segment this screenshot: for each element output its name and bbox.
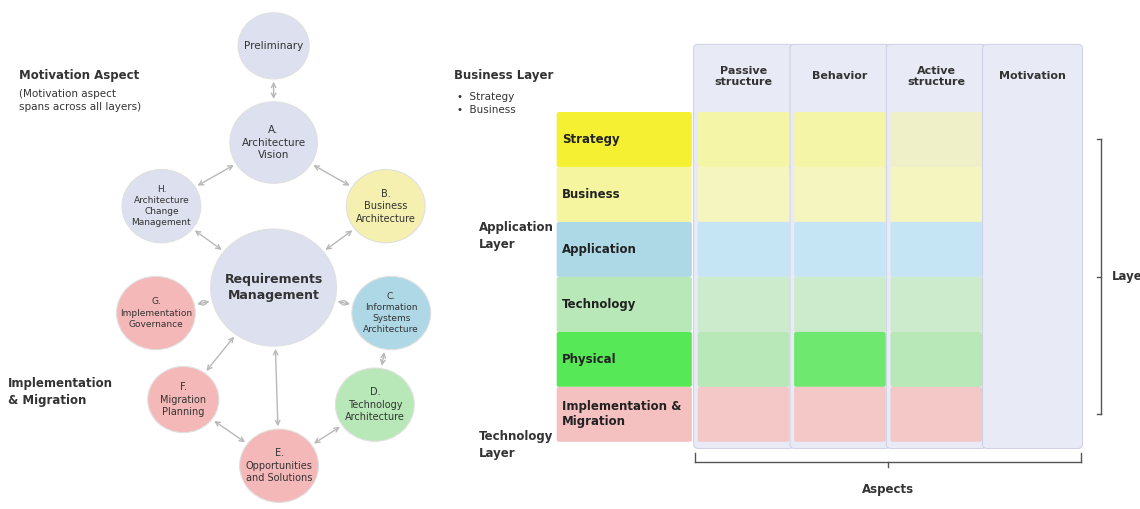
Circle shape [211,229,336,346]
FancyBboxPatch shape [698,222,789,277]
Circle shape [239,429,318,502]
Text: F.
Migration
Planning: F. Migration Planning [161,382,206,417]
Text: Technology: Technology [562,298,636,311]
Text: Aspects: Aspects [862,483,914,496]
FancyBboxPatch shape [556,222,692,277]
FancyBboxPatch shape [556,387,692,442]
FancyBboxPatch shape [795,332,886,387]
FancyBboxPatch shape [556,277,692,332]
Text: Physical: Physical [562,353,617,366]
Text: Implementation
& Migration: Implementation & Migration [8,377,113,407]
Text: H.
Architecture
Change
Management: H. Architecture Change Management [131,185,192,228]
Circle shape [335,368,414,441]
Text: Active
structure: Active structure [907,66,966,87]
FancyBboxPatch shape [698,387,789,442]
FancyBboxPatch shape [556,112,692,167]
Circle shape [347,169,425,243]
FancyBboxPatch shape [987,277,1078,332]
Text: Requirements
Management: Requirements Management [225,273,323,302]
FancyBboxPatch shape [693,44,793,448]
FancyBboxPatch shape [890,332,982,387]
FancyBboxPatch shape [795,222,886,277]
Text: G.
Implementation
Governance: G. Implementation Governance [120,297,192,329]
Text: Implementation &
Migration: Implementation & Migration [562,400,682,429]
FancyBboxPatch shape [790,44,890,448]
Text: Motivation: Motivation [999,71,1066,81]
Text: Preliminary: Preliminary [244,41,303,51]
FancyBboxPatch shape [890,277,982,332]
FancyBboxPatch shape [795,277,886,332]
FancyBboxPatch shape [698,277,789,332]
Text: Motivation Aspect: Motivation Aspect [19,69,139,82]
FancyBboxPatch shape [556,167,692,222]
FancyBboxPatch shape [698,332,789,387]
Text: C.
Information
Systems
Architecture: C. Information Systems Architecture [364,292,420,334]
Circle shape [230,102,317,183]
Circle shape [352,276,431,350]
Text: Application
Layer: Application Layer [479,221,554,251]
Text: Passive
structure: Passive structure [715,66,773,87]
FancyBboxPatch shape [890,167,982,222]
FancyBboxPatch shape [698,167,789,222]
Text: D.
Technology
Architecture: D. Technology Architecture [345,387,405,422]
FancyBboxPatch shape [987,167,1078,222]
Text: Layers: Layers [1113,270,1140,284]
Text: Strategy: Strategy [562,133,620,146]
Text: (Motivation aspect
spans across all layers): (Motivation aspect spans across all laye… [19,89,141,112]
FancyBboxPatch shape [890,387,982,442]
FancyBboxPatch shape [983,44,1083,448]
FancyBboxPatch shape [795,112,886,167]
Text: •  Strategy
•  Business: • Strategy • Business [457,92,515,115]
FancyBboxPatch shape [886,44,986,448]
Circle shape [116,276,195,350]
FancyBboxPatch shape [987,222,1078,277]
Text: Business Layer: Business Layer [454,69,554,82]
Circle shape [122,169,201,243]
Text: A.
Architecture
Vision: A. Architecture Vision [242,125,306,160]
FancyBboxPatch shape [987,112,1078,167]
FancyBboxPatch shape [890,112,982,167]
FancyBboxPatch shape [698,112,789,167]
Circle shape [148,366,219,433]
FancyBboxPatch shape [987,387,1078,442]
FancyBboxPatch shape [890,222,982,277]
Text: B.
Business
Architecture: B. Business Architecture [356,189,416,223]
FancyBboxPatch shape [556,332,692,387]
Text: Behavior: Behavior [812,71,868,81]
Circle shape [238,13,309,79]
FancyBboxPatch shape [795,167,886,222]
Text: Technology
Layer: Technology Layer [479,430,553,460]
Text: Application: Application [562,243,637,256]
FancyBboxPatch shape [987,332,1078,387]
Text: Business: Business [562,188,620,201]
Text: E.
Opportunities
and Solutions: E. Opportunities and Solutions [245,448,312,483]
FancyBboxPatch shape [795,387,886,442]
